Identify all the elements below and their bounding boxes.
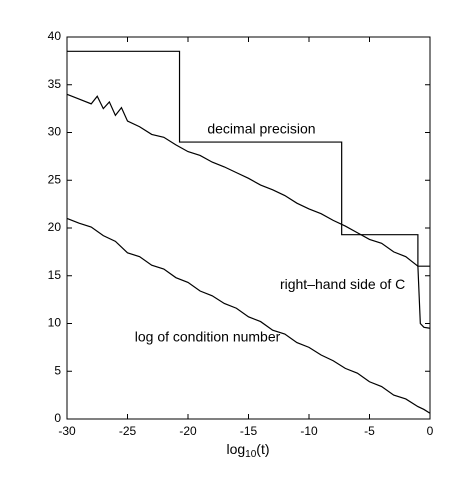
plot-frame (66, 36, 431, 420)
y-tick-label: 40 (48, 29, 62, 43)
y-tick-label: 35 (48, 77, 62, 91)
x-axis-label: log10(t) (226, 441, 269, 460)
x-tick-label: -15 (240, 424, 258, 438)
x-label-sub: 10 (245, 449, 257, 460)
x-label-base: log (226, 441, 245, 457)
x-tick-label: -20 (179, 424, 197, 438)
y-tick-label: 20 (48, 220, 62, 234)
y-tick-label: 15 (48, 268, 62, 282)
y-tick-label: 30 (48, 125, 62, 139)
series-line (66, 93, 431, 329)
y-tick-label: 0 (54, 411, 61, 425)
x-tick-label: -10 (300, 424, 318, 438)
x-label-rest: (t) (256, 441, 269, 457)
annotation: log of condition number (135, 329, 281, 345)
annotation: decimal precision (207, 120, 315, 136)
x-tick-label: 0 (427, 424, 434, 438)
y-tick-label: 10 (48, 316, 62, 330)
y-tick-label: 5 (54, 363, 61, 377)
series-line (66, 217, 431, 414)
series-line (67, 50, 430, 267)
x-tick-label: -5 (364, 424, 375, 438)
x-tick-label: -25 (119, 424, 137, 438)
annotation: right–hand side of C (280, 276, 405, 292)
x-tick-label: -30 (58, 424, 76, 438)
y-tick-label: 25 (48, 172, 62, 186)
